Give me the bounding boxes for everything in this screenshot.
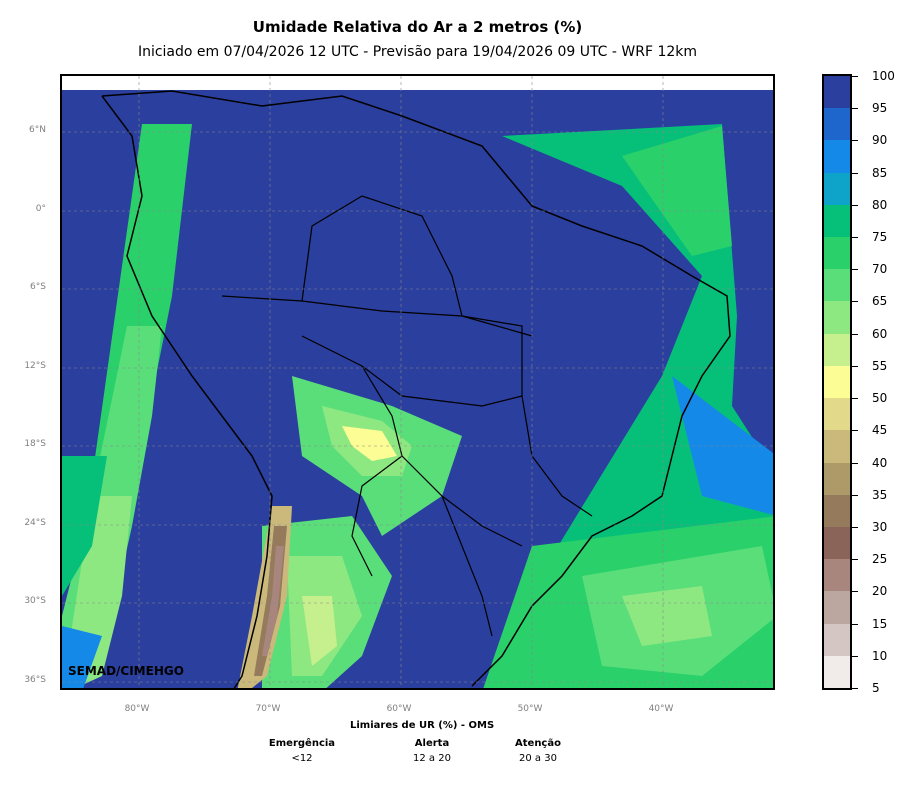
legend-heading: Emergência — [268, 738, 336, 749]
lat-label: 18°S — [24, 439, 46, 449]
colorbar-label: 25 — [872, 552, 888, 567]
colorbar-segment — [824, 591, 850, 625]
legend-heading: Alerta — [414, 738, 450, 749]
colorbar-label: 55 — [872, 358, 888, 373]
colorbar-tick — [852, 140, 858, 142]
colorbar-segment — [824, 204, 850, 238]
colorbar-label: 50 — [872, 391, 888, 406]
lat-label: 6°S — [30, 282, 46, 292]
relative-humidity-map — [62, 76, 773, 688]
lon-label: 80°W — [124, 704, 150, 714]
colorbar-label: 35 — [872, 487, 888, 502]
colorbar-tick — [852, 204, 858, 206]
legend-column-attention: Atenção 20 a 30 — [488, 738, 588, 764]
colorbar-segment — [824, 301, 850, 335]
legend-value: <12 — [291, 753, 313, 764]
colorbar-tick — [852, 301, 858, 303]
colorbar-segment — [824, 76, 850, 109]
colorbar-tick — [852, 108, 858, 110]
colorbar-label: 10 — [872, 648, 888, 663]
colorbar-segment — [824, 526, 850, 560]
colorbar-segment — [824, 494, 850, 528]
colorbar-tick — [852, 333, 858, 335]
colorbar-segment — [824, 655, 850, 689]
lat-label: 24°S — [24, 518, 46, 528]
colorbar-label: 70 — [872, 262, 888, 277]
colorbar-segment — [824, 365, 850, 399]
colorbar-tick — [852, 526, 858, 528]
colorbar-segment — [824, 398, 850, 431]
chart-title: Umidade Relativa do Ar a 2 metros (%) — [252, 18, 583, 36]
colorbar-label: 65 — [872, 294, 888, 309]
legend-value: 20 a 30 — [519, 753, 557, 764]
colorbar-label: 30 — [872, 519, 888, 534]
colorbar-segment — [824, 430, 850, 464]
colorbar-segment — [824, 559, 850, 592]
colorbar-tick — [852, 623, 858, 625]
lon-label: 70°W — [255, 704, 281, 714]
colorbar-label: 45 — [872, 423, 888, 438]
colorbar-tick — [852, 591, 858, 593]
colorbar-tick — [852, 655, 858, 657]
colorbar-label: 5 — [872, 681, 880, 695]
lat-label: 6°N — [29, 125, 46, 135]
colorbar-label: 20 — [872, 584, 888, 599]
lon-label: 60°W — [386, 704, 412, 714]
colorbar-tick — [852, 237, 858, 239]
colorbar-tick — [852, 430, 858, 432]
colorbar-label: 95 — [872, 101, 888, 116]
colorbar-segment — [824, 623, 850, 657]
legend-title: Limiares de UR (%) - OMS — [350, 720, 495, 731]
colorbar-label: 80 — [872, 197, 888, 212]
colorbar-label: 15 — [872, 616, 888, 631]
legend-column-alert: Alerta 12 a 20 — [382, 738, 482, 764]
lon-label: 40°W — [648, 704, 674, 714]
colorbar-tick — [852, 269, 858, 271]
colorbar-label: 60 — [872, 326, 888, 341]
lat-label: 0° — [35, 204, 46, 214]
colorbar-segment — [824, 462, 850, 496]
colorbar-segment — [824, 140, 850, 174]
colorbar-segment — [824, 269, 850, 302]
colorbar-segment — [824, 333, 850, 367]
chart-subtitle: Iniciado em 07/04/2026 12 UTC - Previsão… — [137, 44, 698, 60]
colorbar-segment — [824, 172, 850, 206]
colorbar-label: 40 — [872, 455, 888, 470]
colorbar-tick — [852, 398, 858, 400]
colorbar-tick — [852, 494, 858, 496]
legend-column-emergency: Emergência <12 — [252, 738, 352, 764]
colorbar-label: 75 — [872, 230, 888, 245]
colorbar-tick — [852, 365, 858, 367]
colorbar — [822, 74, 852, 690]
watermark: SEMAD/CIMEHGO — [68, 664, 184, 678]
map-area — [60, 74, 775, 690]
legend-heading: Atenção — [515, 738, 561, 749]
colorbar-segment — [824, 108, 850, 141]
lat-label: 30°S — [24, 596, 46, 606]
lat-label: 36°S — [24, 675, 46, 685]
colorbar-tick — [852, 559, 858, 561]
colorbar-tick — [852, 688, 858, 689]
colorbar-label: 100 — [872, 69, 895, 83]
lat-label: 12°S — [24, 361, 46, 371]
legend-value: 12 a 20 — [413, 753, 451, 764]
colorbar-tick — [852, 172, 858, 174]
colorbar-segment — [824, 237, 850, 270]
colorbar-label: 85 — [872, 165, 888, 180]
colorbar-tick — [852, 76, 858, 77]
lon-label: 50°W — [517, 704, 543, 714]
colorbar-label: 90 — [872, 133, 888, 148]
colorbar-tick — [852, 462, 858, 464]
